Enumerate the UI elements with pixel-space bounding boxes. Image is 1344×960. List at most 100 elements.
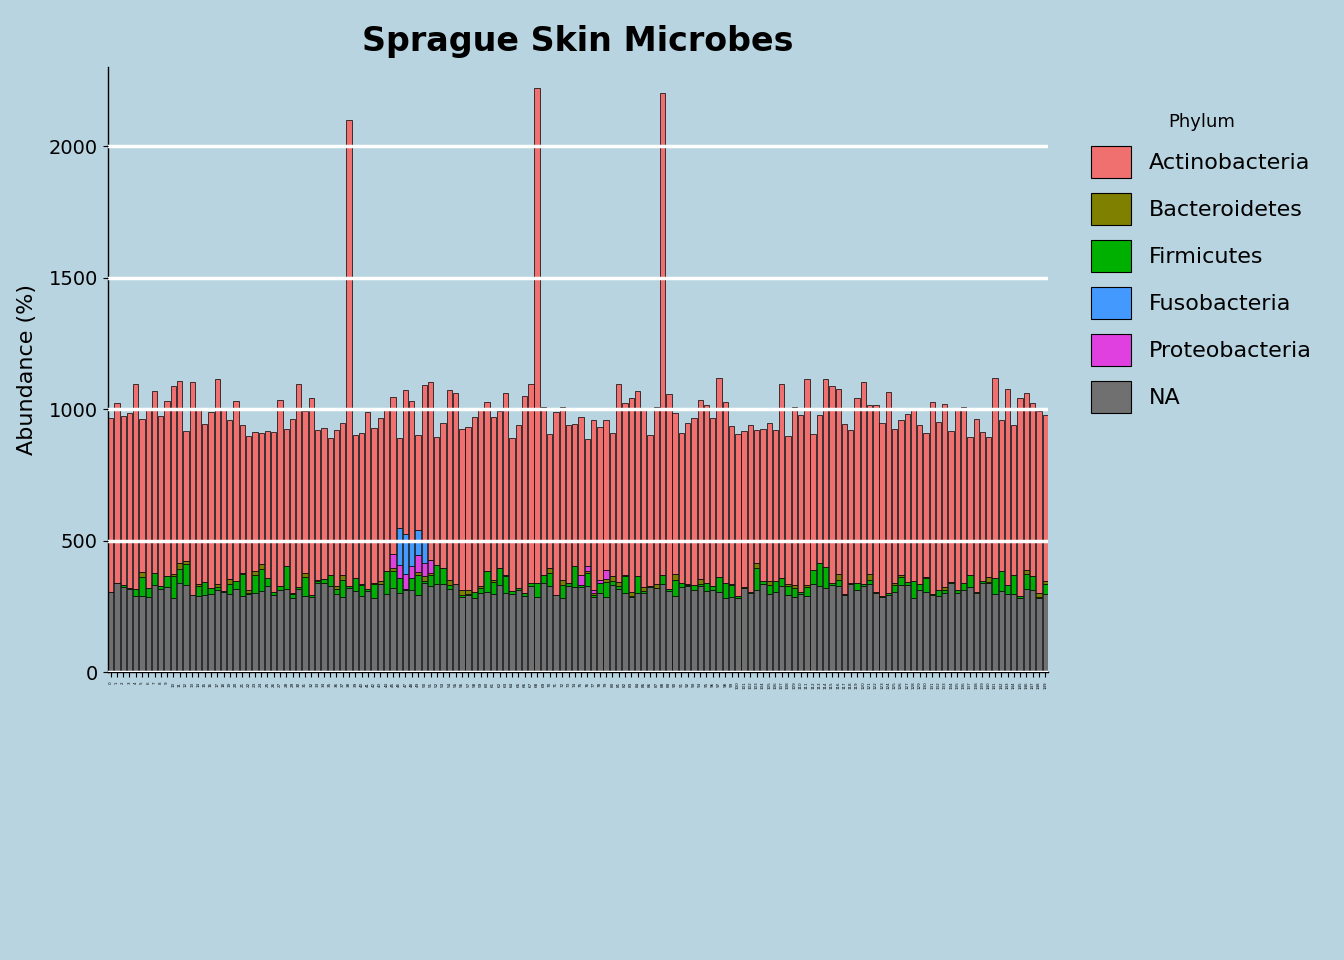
- Bar: [892, 591, 898, 672]
- Bar: [114, 584, 120, 672]
- Bar: [190, 595, 195, 672]
- Bar: [829, 583, 835, 585]
- Bar: [616, 583, 621, 587]
- Bar: [710, 587, 715, 590]
- Bar: [747, 593, 753, 672]
- Bar: [923, 578, 929, 591]
- Bar: [183, 562, 188, 564]
- Bar: [478, 587, 484, 588]
- Bar: [773, 592, 778, 672]
- Bar: [352, 435, 358, 578]
- Bar: [634, 576, 640, 593]
- Bar: [754, 563, 759, 568]
- Bar: [352, 591, 358, 672]
- Bar: [1030, 590, 1035, 672]
- Bar: [347, 120, 352, 586]
- Bar: [792, 597, 797, 672]
- Bar: [829, 386, 835, 583]
- Bar: [152, 573, 157, 585]
- Bar: [465, 427, 470, 590]
- Bar: [302, 577, 308, 596]
- Bar: [540, 407, 546, 575]
- Bar: [585, 587, 590, 672]
- Bar: [798, 592, 804, 594]
- Bar: [672, 580, 677, 596]
- Bar: [735, 596, 741, 598]
- Bar: [309, 398, 314, 595]
- Bar: [1024, 569, 1030, 573]
- Bar: [585, 573, 590, 587]
- Bar: [935, 590, 941, 596]
- Bar: [422, 564, 427, 576]
- Bar: [390, 568, 395, 570]
- Bar: [415, 595, 421, 672]
- Bar: [359, 584, 364, 585]
- Bar: [302, 596, 308, 672]
- Bar: [591, 597, 597, 672]
- Bar: [271, 432, 277, 592]
- Bar: [573, 588, 578, 672]
- Bar: [780, 384, 785, 578]
- Bar: [427, 572, 433, 575]
- Bar: [497, 412, 503, 568]
- Bar: [359, 433, 364, 584]
- Bar: [648, 435, 653, 587]
- Bar: [521, 396, 527, 593]
- Bar: [930, 402, 935, 594]
- Bar: [460, 595, 465, 597]
- Bar: [848, 430, 853, 584]
- Bar: [396, 578, 402, 593]
- Bar: [227, 584, 233, 594]
- Bar: [679, 433, 684, 583]
- Bar: [573, 423, 578, 565]
- Bar: [253, 571, 258, 575]
- Bar: [314, 580, 320, 582]
- Bar: [817, 416, 823, 564]
- Bar: [591, 420, 597, 589]
- Bar: [578, 587, 583, 672]
- Bar: [314, 430, 320, 580]
- Bar: [980, 432, 985, 581]
- Bar: [660, 585, 665, 672]
- Bar: [591, 593, 597, 594]
- Bar: [585, 571, 590, 573]
- Bar: [183, 564, 188, 586]
- Bar: [277, 400, 282, 586]
- Bar: [378, 581, 383, 584]
- Bar: [742, 431, 747, 587]
- Bar: [968, 588, 973, 672]
- Bar: [930, 595, 935, 672]
- Bar: [378, 584, 383, 672]
- Bar: [290, 594, 296, 598]
- Bar: [340, 597, 345, 672]
- Bar: [766, 422, 771, 581]
- Bar: [415, 575, 421, 595]
- Bar: [554, 413, 559, 594]
- Bar: [1043, 584, 1048, 594]
- Bar: [390, 554, 395, 568]
- Bar: [396, 528, 402, 565]
- Bar: [309, 597, 314, 672]
- Bar: [403, 535, 409, 574]
- Bar: [140, 596, 145, 672]
- Bar: [164, 401, 169, 576]
- Bar: [954, 593, 960, 672]
- Bar: [302, 411, 308, 573]
- Bar: [246, 436, 251, 590]
- Bar: [923, 433, 929, 577]
- Bar: [171, 386, 176, 574]
- Bar: [829, 585, 835, 672]
- Bar: [804, 378, 809, 586]
- Bar: [234, 581, 239, 588]
- Bar: [610, 433, 616, 576]
- Bar: [942, 593, 948, 672]
- Bar: [704, 590, 710, 672]
- Bar: [271, 595, 277, 672]
- Bar: [472, 598, 477, 672]
- Bar: [196, 584, 202, 587]
- Bar: [535, 88, 540, 583]
- Bar: [554, 595, 559, 672]
- Bar: [215, 379, 220, 584]
- Bar: [284, 566, 289, 589]
- Bar: [108, 592, 113, 672]
